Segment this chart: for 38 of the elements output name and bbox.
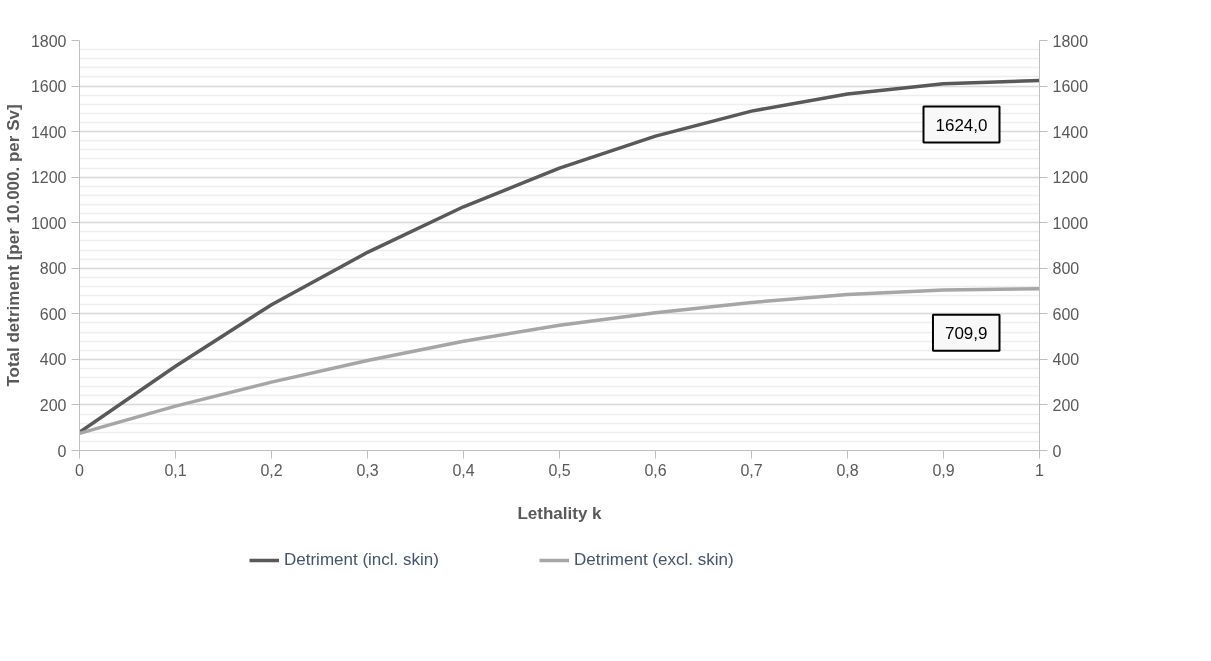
y-tick-label: 1600 [30, 78, 67, 96]
x-axis-title: Lethality k [517, 503, 603, 523]
y2-tick-label: 1200 [1052, 169, 1089, 187]
y-tick-label: 800 [39, 260, 67, 278]
y-tick-label: 400 [39, 351, 67, 369]
y-axis-title: Total detriment [per 10.000. per Sv] [3, 104, 23, 387]
annotation: 709,9 [944, 323, 988, 343]
x-tick-label: 0,7 [740, 461, 763, 479]
y2-tick-label: 1400 [1052, 123, 1089, 141]
annotation: 1624,0 [935, 115, 988, 135]
y-tick-label: 600 [39, 305, 67, 323]
y-tick-label: 1400 [30, 123, 67, 141]
y-tick-label: 1800 [30, 32, 67, 50]
y2-tick-label: 0 [1052, 442, 1062, 460]
y2-tick-label: 1600 [1052, 78, 1089, 96]
line-series [79, 287, 1040, 436]
legend-label: Detriment (incl. skin) [284, 550, 439, 570]
x-tick-label: 0,4 [452, 461, 475, 479]
y-tick-label: 0 [57, 442, 67, 460]
x-tick-label: 0,6 [644, 461, 667, 479]
y-tick-label: 1000 [30, 214, 67, 232]
y-tick-label: 200 [39, 396, 67, 414]
y2-tick-label: 1000 [1052, 214, 1089, 232]
x-tick-label: 0,9 [932, 461, 955, 479]
x-tick-label: 1 [1035, 461, 1045, 479]
y2-tick-label: 600 [1052, 305, 1080, 323]
x-tick-label: 0,8 [836, 461, 859, 479]
x-tick-label: 0,3 [356, 461, 379, 479]
y2-tick-label: 400 [1052, 351, 1080, 369]
y2-tick-label: 1800 [1052, 32, 1089, 50]
y-tick-label: 1200 [30, 169, 67, 187]
x-tick-label: 0,5 [548, 461, 571, 479]
legend-label: Detriment (excl. skin) [573, 550, 734, 570]
x-tick-label: 0,1 [164, 461, 187, 479]
x-tick-label: 0,2 [260, 461, 283, 479]
y2-tick-label: 800 [1052, 260, 1080, 278]
x-tick-label: 0 [75, 461, 85, 479]
y2-tick-label: 200 [1052, 396, 1080, 414]
